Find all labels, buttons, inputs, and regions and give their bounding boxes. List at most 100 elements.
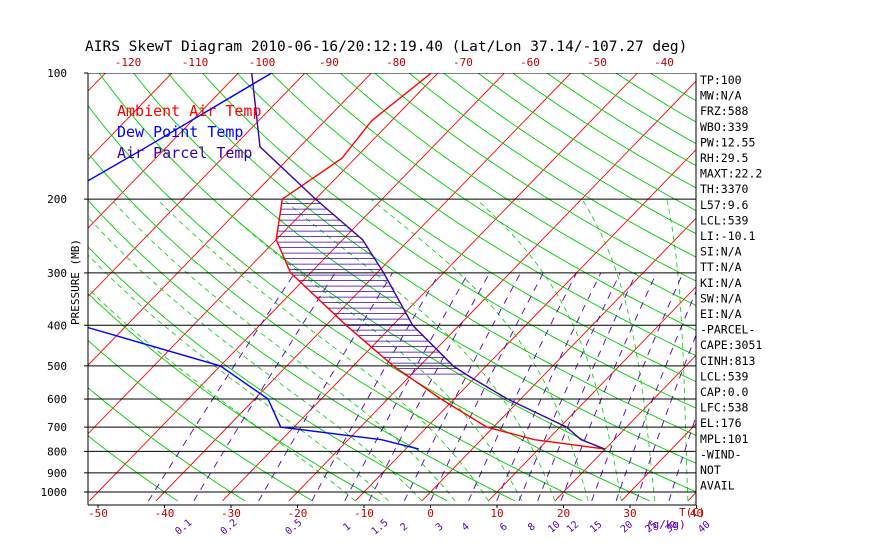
mixing-ratio-tick-label: 6 bbox=[498, 521, 510, 533]
stat-line: EL:176 bbox=[700, 416, 742, 430]
isotherm-line bbox=[754, 73, 870, 501]
stat-line: MAXT:22.2 bbox=[700, 167, 762, 181]
dry-adiabat bbox=[98, 73, 696, 493]
isotherm-line bbox=[421, 217, 696, 502]
stat-line: MW:N/A bbox=[700, 89, 742, 103]
mixing-ratio-tick-label: 4 bbox=[460, 521, 472, 533]
moist-adiabat bbox=[88, 288, 356, 502]
temp-tick-label-bottom: 30 bbox=[623, 507, 636, 520]
dry-adiabat bbox=[374, 73, 696, 282]
isotherm-line bbox=[288, 80, 696, 502]
moist-adiabat bbox=[370, 198, 589, 501]
moist-adiabat bbox=[666, 199, 689, 501]
temp-tick-label-top: -40 bbox=[654, 56, 674, 69]
stat-line: NOT bbox=[700, 463, 721, 477]
temp-tick-label-top: -120 bbox=[115, 56, 142, 69]
mixing-ratio-line bbox=[668, 415, 696, 502]
pressure-tick-label: 500 bbox=[47, 360, 67, 373]
moist-adiabat bbox=[88, 254, 389, 502]
mixing-ratio-tick-label: 0.5 bbox=[284, 517, 305, 537]
mixing-ratio-tick-label: 3 bbox=[434, 521, 446, 533]
dry-adiabat bbox=[443, 73, 696, 235]
stat-line: L57:9.6 bbox=[700, 198, 749, 212]
moist-adiabat bbox=[476, 198, 622, 501]
chart-title: AIRS SkewT Diagram 2010-06-16/20:12:19.4… bbox=[85, 39, 687, 55]
mixing-ratio-tick-label: 40 bbox=[696, 519, 712, 535]
stat-line: TP:100 bbox=[700, 73, 742, 87]
dry-adiabat bbox=[88, 105, 650, 502]
temp-tick-label-top: -100 bbox=[249, 56, 276, 69]
isotherm-line bbox=[222, 73, 638, 502]
mixing-ratio-line bbox=[368, 272, 490, 502]
mixing-ratio-line bbox=[615, 290, 696, 502]
moist-adiabat bbox=[581, 198, 655, 501]
y-axis-label: PRESSURE (MB) bbox=[69, 239, 82, 325]
dry-adiabat bbox=[88, 199, 516, 502]
stat-line: RH:29.5 bbox=[700, 151, 748, 165]
temp-tick-label-bottom: -10 bbox=[354, 507, 374, 520]
dry-adiabat bbox=[88, 246, 448, 502]
temp-tick-label-bottom: -30 bbox=[221, 507, 241, 520]
dry-adiabat bbox=[167, 73, 696, 436]
temp-tick-label-bottom: 10 bbox=[490, 507, 503, 520]
temp-tick-label-top: -50 bbox=[587, 56, 607, 69]
stat-line: LCL:539 bbox=[700, 213, 749, 227]
stat-line: CINH:813 bbox=[700, 354, 755, 368]
dry-adiabat bbox=[236, 73, 696, 383]
stat-line: KI:N/A bbox=[700, 276, 742, 290]
mixing-ratio-tick-label: 0.1 bbox=[173, 517, 194, 537]
mixing-ratio-line bbox=[430, 272, 544, 502]
profile-lines bbox=[88, 73, 606, 450]
temp-tick-label-top: -60 bbox=[520, 56, 540, 69]
temp-tick-label-top: -80 bbox=[386, 56, 406, 69]
stat-line: LCL:539 bbox=[700, 369, 749, 383]
mixing-ratio-line bbox=[518, 272, 621, 502]
dry-adiabat bbox=[88, 292, 381, 502]
isotherm-line bbox=[0, 73, 39, 501]
stat-line: LI:-10.1 bbox=[700, 229, 755, 243]
series-line bbox=[251, 73, 606, 450]
stat-line: PW:12.55 bbox=[700, 135, 755, 149]
mixing-ratio-line bbox=[591, 272, 684, 502]
dry-adiabat bbox=[88, 152, 583, 502]
isotherm-line bbox=[554, 354, 696, 502]
stat-line: TH:3370 bbox=[700, 182, 749, 196]
pressure-tick-label: 100 bbox=[47, 67, 67, 80]
mixing-ratio-unit: (g/kg) bbox=[646, 518, 686, 531]
legend-entry: Air Parcel Temp bbox=[117, 144, 252, 162]
stat-line: SW:N/A bbox=[700, 291, 742, 305]
mixing-ratio-line bbox=[311, 272, 440, 502]
stat-line: MPL:101 bbox=[700, 432, 749, 446]
isotherm-line bbox=[155, 73, 572, 502]
stat-line: CAP:0.0 bbox=[700, 385, 749, 399]
dry-adiabat bbox=[512, 73, 696, 189]
dry-adiabat bbox=[408, 73, 696, 258]
stat-line: SI:N/A bbox=[700, 245, 742, 259]
moist-adiabat bbox=[282, 198, 556, 502]
isotherm-line bbox=[621, 423, 696, 502]
temp-tick-label-bottom: -40 bbox=[155, 507, 175, 520]
temp-tick-label-bottom: -50 bbox=[88, 507, 108, 520]
pressure-tick-label: 700 bbox=[47, 421, 67, 434]
pressure-tick-label: 1000 bbox=[41, 486, 68, 499]
pressure-tick-label: 300 bbox=[47, 267, 67, 280]
mixing-ratio-tick-label: 1 bbox=[341, 521, 353, 533]
pressure-tick-label: 600 bbox=[47, 393, 67, 406]
stat-line: WBO:339 bbox=[700, 120, 749, 134]
dry-adiabat bbox=[202, 73, 696, 409]
mixing-ratio-tick-label: 2 bbox=[398, 521, 410, 533]
dry-adiabat bbox=[88, 435, 178, 502]
mixing-ratio-tick-label: 1.5 bbox=[370, 517, 391, 537]
x-axis-label: T(C) bbox=[679, 506, 706, 519]
stat-line: EI:N/A bbox=[700, 307, 742, 321]
stat-line: AVAIL bbox=[700, 479, 735, 493]
dry-adiabat bbox=[88, 387, 246, 502]
mixing-ratio-tick-label: 12 bbox=[565, 519, 581, 535]
dry-adiabat bbox=[270, 73, 696, 357]
pressure-tick-label: 200 bbox=[47, 193, 67, 206]
mixing-ratio-tick-label: 0.2 bbox=[219, 517, 240, 537]
stat-line: LFC:538 bbox=[700, 401, 749, 415]
temp-tick-label-bottom: 20 bbox=[557, 507, 570, 520]
